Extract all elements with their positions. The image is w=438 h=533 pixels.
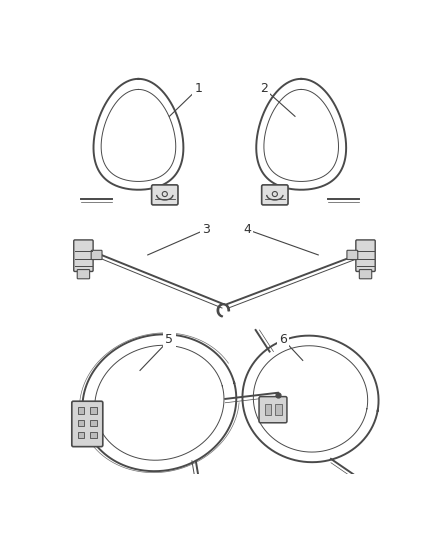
Bar <box>265 405 272 415</box>
FancyBboxPatch shape <box>152 185 178 205</box>
Bar <box>90 419 97 426</box>
Text: 1: 1 <box>194 82 202 95</box>
Text: 5: 5 <box>166 333 173 346</box>
FancyBboxPatch shape <box>347 251 358 260</box>
Bar <box>276 405 282 415</box>
Bar <box>78 432 84 438</box>
Bar <box>90 407 97 414</box>
FancyBboxPatch shape <box>261 185 288 205</box>
FancyBboxPatch shape <box>91 251 102 260</box>
Text: 6: 6 <box>279 333 287 346</box>
Text: 2: 2 <box>260 82 268 95</box>
Bar <box>90 432 97 438</box>
FancyBboxPatch shape <box>77 270 90 279</box>
Text: 4: 4 <box>243 223 251 236</box>
FancyBboxPatch shape <box>74 240 93 271</box>
FancyBboxPatch shape <box>259 397 287 423</box>
Bar <box>78 419 84 426</box>
Text: 3: 3 <box>202 223 210 236</box>
FancyBboxPatch shape <box>72 401 103 447</box>
Bar <box>78 407 84 414</box>
FancyBboxPatch shape <box>359 270 372 279</box>
FancyBboxPatch shape <box>356 240 375 271</box>
